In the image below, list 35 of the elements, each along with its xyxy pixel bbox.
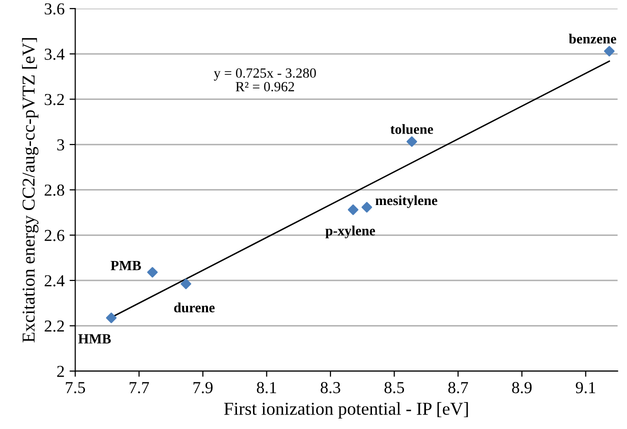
annotation: toluene (390, 124, 434, 134)
y-tick-label: 2.4 (44, 275, 65, 286)
x-tick-label: 9.1 (576, 382, 596, 394)
x-tick-label: 7.5 (66, 382, 86, 394)
x-tick-label: 7.9 (194, 382, 213, 394)
y-tick-label: 3.2 (44, 94, 64, 106)
point (348, 204, 358, 216)
point (106, 312, 117, 324)
annotation: HMB (78, 334, 111, 344)
x-axis-title: First ionization potential - IP [eV] (224, 402, 468, 419)
y-tick-label: 2.8 (44, 184, 64, 196)
point (180, 278, 192, 290)
point (604, 46, 615, 56)
annotation: durene (174, 302, 215, 312)
x-tick-label: 8.1 (256, 382, 276, 394)
annotation: PMB (110, 260, 141, 270)
x-tick-label: 7.7 (130, 382, 149, 394)
x-tick-label: 8.7 (448, 382, 468, 394)
y-tick-label: 3.6 (44, 3, 64, 15)
annotation: benzene (568, 34, 616, 44)
annotation: y = 0.725x - 3.280 R² = 0.962 (214, 68, 316, 92)
x-tick-label: 8.3 (320, 382, 340, 394)
y-axis-title: Excitation energy CC2/aug-cc-pVTZ [eV] (22, 38, 38, 342)
x-tick-label: 8.9 (512, 382, 532, 394)
annotation: p-xylene (325, 226, 376, 238)
point (362, 202, 372, 213)
y-tick-label: 2.6 (44, 230, 64, 242)
point (147, 267, 158, 278)
annotation: mesitylene (376, 195, 438, 208)
y-tick-label: 2 (57, 366, 64, 377)
y-tick-label: 2.2 (44, 320, 64, 332)
x-tick-label: 8.5 (384, 382, 404, 394)
y-tick-label: 3.4 (44, 48, 65, 60)
point (406, 136, 418, 147)
y-tick-label: 3 (57, 139, 64, 150)
